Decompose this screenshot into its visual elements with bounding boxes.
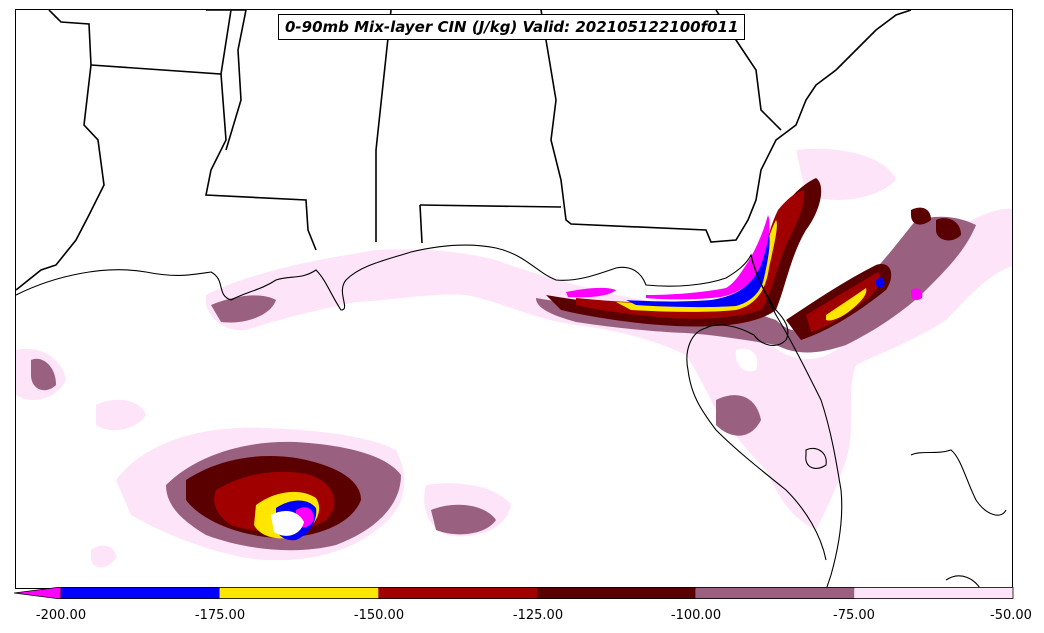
coastline [16,244,1007,588]
colorbar-segment [537,587,696,599]
colorbar-tick-label: -50.00 [990,608,1032,623]
colorbar-segment [378,587,537,599]
map-title: 0-90mb Mix-layer CIN (J/kg) Valid: 20210… [278,14,746,40]
colorbar-outline [60,587,1014,599]
colorbar [14,587,1014,599]
colorbar-tick-label: -150.00 [353,608,405,623]
colorbar-segment [854,587,1013,599]
colorbar-tick-label: -100.00 [670,608,722,623]
colorbar-segment [61,587,220,599]
state-boundaries [16,10,912,291]
cin-shading-holes [271,348,758,536]
cin-shading-light [16,148,1012,568]
colorbar-extend-triangle [14,587,62,599]
colorbar-segment [219,587,379,599]
cin-map [16,10,1012,588]
map-panel [15,9,1013,589]
colorbar-tick-label: -75.00 [833,608,875,623]
colorbar-tick-label: -125.00 [512,608,564,623]
colorbar-tick-label: -175.00 [194,608,246,623]
colorbar-segment [695,587,855,599]
colorbar-tick-label: -200.00 [35,608,87,623]
